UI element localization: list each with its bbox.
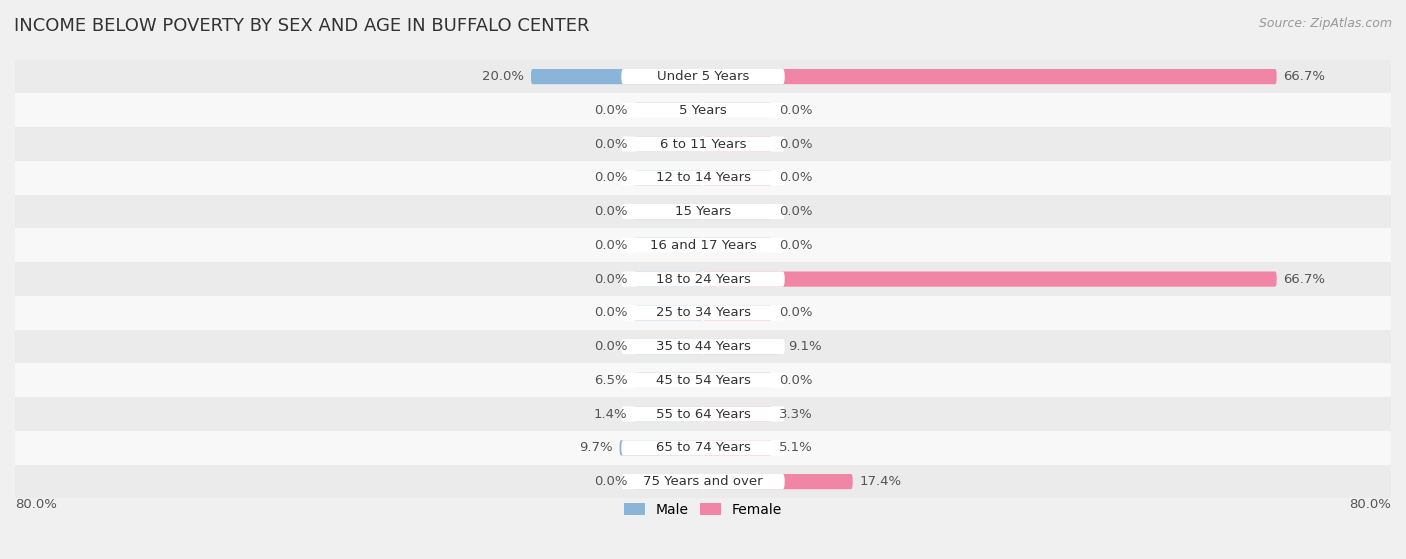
Bar <box>15 93 1391 127</box>
Bar <box>15 465 1391 499</box>
FancyBboxPatch shape <box>634 339 703 354</box>
Text: 55 to 64 Years: 55 to 64 Years <box>655 408 751 420</box>
Text: 18 to 24 Years: 18 to 24 Years <box>655 273 751 286</box>
FancyBboxPatch shape <box>703 69 1277 84</box>
FancyBboxPatch shape <box>703 305 772 320</box>
Bar <box>15 127 1391 161</box>
FancyBboxPatch shape <box>703 272 1277 287</box>
Text: 0.0%: 0.0% <box>779 239 813 252</box>
Text: 0.0%: 0.0% <box>779 306 813 319</box>
Text: 0.0%: 0.0% <box>779 104 813 117</box>
Text: 5.1%: 5.1% <box>779 442 813 454</box>
Bar <box>15 330 1391 363</box>
FancyBboxPatch shape <box>621 170 785 186</box>
FancyBboxPatch shape <box>703 440 772 456</box>
Text: 6.5%: 6.5% <box>593 374 627 387</box>
Text: 5 Years: 5 Years <box>679 104 727 117</box>
Text: 66.7%: 66.7% <box>1284 273 1326 286</box>
FancyBboxPatch shape <box>634 170 703 186</box>
FancyBboxPatch shape <box>621 103 785 118</box>
Text: 0.0%: 0.0% <box>593 340 627 353</box>
Text: 0.0%: 0.0% <box>593 172 627 184</box>
Text: 1.4%: 1.4% <box>593 408 627 420</box>
Bar <box>15 195 1391 229</box>
FancyBboxPatch shape <box>621 136 785 151</box>
FancyBboxPatch shape <box>703 373 772 388</box>
FancyBboxPatch shape <box>634 406 703 421</box>
FancyBboxPatch shape <box>634 204 703 219</box>
Text: 0.0%: 0.0% <box>593 205 627 218</box>
FancyBboxPatch shape <box>703 474 852 489</box>
Bar <box>15 262 1391 296</box>
FancyBboxPatch shape <box>621 339 785 354</box>
FancyBboxPatch shape <box>620 440 703 456</box>
Bar <box>15 296 1391 330</box>
FancyBboxPatch shape <box>621 373 785 388</box>
Bar <box>15 363 1391 397</box>
Text: 0.0%: 0.0% <box>779 205 813 218</box>
Text: 0.0%: 0.0% <box>593 239 627 252</box>
FancyBboxPatch shape <box>703 103 772 118</box>
Text: 6 to 11 Years: 6 to 11 Years <box>659 138 747 150</box>
Text: 25 to 34 Years: 25 to 34 Years <box>655 306 751 319</box>
FancyBboxPatch shape <box>703 170 772 186</box>
Text: 9.7%: 9.7% <box>579 442 613 454</box>
Text: 45 to 54 Years: 45 to 54 Years <box>655 374 751 387</box>
FancyBboxPatch shape <box>621 272 785 287</box>
Text: 16 and 17 Years: 16 and 17 Years <box>650 239 756 252</box>
Bar <box>15 397 1391 431</box>
Text: 0.0%: 0.0% <box>593 306 627 319</box>
Text: 20.0%: 20.0% <box>482 70 524 83</box>
Text: Under 5 Years: Under 5 Years <box>657 70 749 83</box>
Text: INCOME BELOW POVERTY BY SEX AND AGE IN BUFFALO CENTER: INCOME BELOW POVERTY BY SEX AND AGE IN B… <box>14 17 589 35</box>
Text: 66.7%: 66.7% <box>1284 70 1326 83</box>
FancyBboxPatch shape <box>703 136 772 151</box>
Text: 80.0%: 80.0% <box>15 499 56 511</box>
Text: 0.0%: 0.0% <box>593 273 627 286</box>
FancyBboxPatch shape <box>621 238 785 253</box>
Text: 0.0%: 0.0% <box>779 172 813 184</box>
Legend: Male, Female: Male, Female <box>619 497 787 522</box>
Bar <box>15 431 1391 465</box>
Text: 9.1%: 9.1% <box>789 340 821 353</box>
Text: 35 to 44 Years: 35 to 44 Years <box>655 340 751 353</box>
Bar <box>15 161 1391 195</box>
FancyBboxPatch shape <box>703 339 782 354</box>
Text: 0.0%: 0.0% <box>593 138 627 150</box>
Text: 65 to 74 Years: 65 to 74 Years <box>655 442 751 454</box>
FancyBboxPatch shape <box>703 204 772 219</box>
FancyBboxPatch shape <box>621 204 785 219</box>
Text: 0.0%: 0.0% <box>779 374 813 387</box>
Text: 15 Years: 15 Years <box>675 205 731 218</box>
Text: 17.4%: 17.4% <box>859 475 901 488</box>
Bar <box>15 60 1391 93</box>
Text: 80.0%: 80.0% <box>1350 499 1391 511</box>
Text: 0.0%: 0.0% <box>593 475 627 488</box>
FancyBboxPatch shape <box>634 305 703 320</box>
FancyBboxPatch shape <box>634 136 703 151</box>
FancyBboxPatch shape <box>703 238 772 253</box>
FancyBboxPatch shape <box>634 474 703 489</box>
Bar <box>15 229 1391 262</box>
Text: 0.0%: 0.0% <box>593 104 627 117</box>
FancyBboxPatch shape <box>634 238 703 253</box>
Text: Source: ZipAtlas.com: Source: ZipAtlas.com <box>1258 17 1392 30</box>
FancyBboxPatch shape <box>531 69 703 84</box>
FancyBboxPatch shape <box>621 69 785 84</box>
Text: 75 Years and over: 75 Years and over <box>643 475 763 488</box>
Text: 3.3%: 3.3% <box>779 408 813 420</box>
FancyBboxPatch shape <box>634 103 703 118</box>
FancyBboxPatch shape <box>621 474 785 489</box>
FancyBboxPatch shape <box>634 373 703 388</box>
FancyBboxPatch shape <box>621 406 785 421</box>
Text: 0.0%: 0.0% <box>779 138 813 150</box>
FancyBboxPatch shape <box>621 440 785 456</box>
FancyBboxPatch shape <box>621 305 785 320</box>
Text: 12 to 14 Years: 12 to 14 Years <box>655 172 751 184</box>
FancyBboxPatch shape <box>703 406 772 421</box>
FancyBboxPatch shape <box>634 272 703 287</box>
